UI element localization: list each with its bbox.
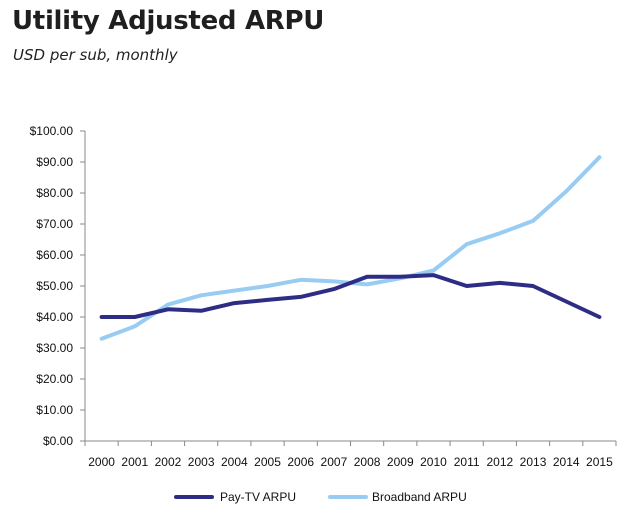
x-axis-tick-labels: 2000 2001 2002 2003 2004 2005 2006 2007 2008 2009… <box>88 455 613 469</box>
y-tick-label: $50.00 <box>36 279 73 293</box>
chart-legend: Pay-TV ARPU Broadband ARPU <box>174 490 467 504</box>
x-tick-label: 2009 <box>387 455 414 469</box>
x-tick-label: 2006 <box>287 455 314 469</box>
y-tick-label: $40.00 <box>36 310 73 324</box>
x-tick-label: 2003 <box>188 455 215 469</box>
y-tick-label: $90.00 <box>36 155 73 169</box>
x-tick-label: 2005 <box>254 455 281 469</box>
legend-label-broadband: Broadband ARPU <box>372 490 467 504</box>
y-tick-label: $0.00 <box>43 434 73 448</box>
chart-title: Utility Adjusted ARPU <box>12 6 325 36</box>
y-axis-tick-labels: $0.00 $10.00 $20.00 $30.00 $40.00 $50.00 $60.0… <box>30 124 74 448</box>
legend-label-pay-tv: Pay-TV ARPU <box>220 490 296 504</box>
series-line-pay-tv <box>99 273 602 319</box>
chart-subtitle: USD per sub, monthly <box>13 46 178 64</box>
x-tick-label: 2000 <box>88 455 115 469</box>
x-tick-label: 2008 <box>354 455 381 469</box>
series-lines <box>99 155 602 341</box>
x-tick-label: 2002 <box>155 455 182 469</box>
y-tick-label: $30.00 <box>36 341 73 355</box>
x-tick-label: 2004 <box>221 455 248 469</box>
x-tick-label: 2001 <box>121 455 148 469</box>
x-tick-label: 2010 <box>420 455 447 469</box>
chart-axes <box>80 130 617 446</box>
x-tick-label: 2014 <box>553 455 580 469</box>
y-tick-label: $60.00 <box>36 248 73 262</box>
y-tick-label: $80.00 <box>36 186 73 200</box>
y-tick-label: $100.00 <box>30 124 74 138</box>
x-tick-label: 2015 <box>586 455 613 469</box>
y-tick-label: $70.00 <box>36 217 73 231</box>
x-tick-label: 2012 <box>486 455 513 469</box>
y-tick-label: $10.00 <box>36 403 73 417</box>
x-tick-label: 2013 <box>520 455 547 469</box>
y-tick-label: $20.00 <box>36 372 73 386</box>
x-tick-label: 2007 <box>321 455 348 469</box>
x-tick-label: 2011 <box>454 455 480 469</box>
